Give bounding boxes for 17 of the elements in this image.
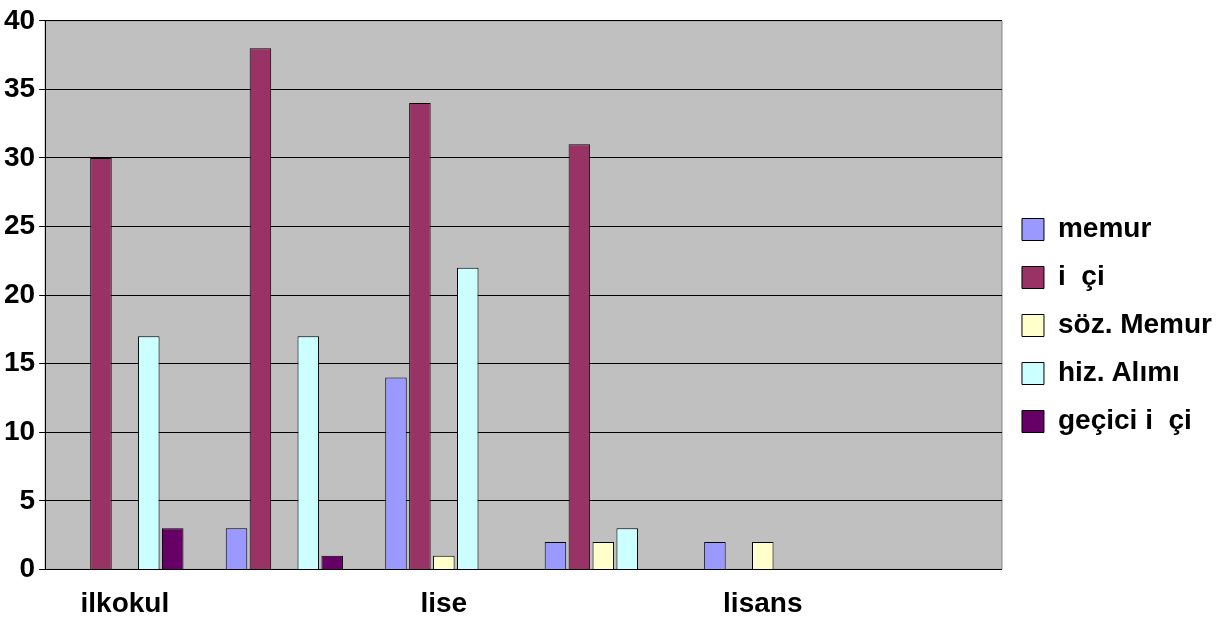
y-tick-label: 10 (3, 414, 36, 446)
y-tick-label: 15 (3, 346, 36, 378)
legend-label: söz. Memur (1057, 308, 1213, 340)
legend-label: i çi (1057, 260, 1105, 292)
x-tick-label: ilkokul (80, 586, 170, 618)
y-tick-label: 25 (3, 209, 36, 241)
y-tick-label: 30 (3, 140, 36, 172)
y-tick-label: 35 (3, 72, 36, 104)
legend-label: geçici i çi (1057, 404, 1192, 436)
y-tick-label: 5 (19, 483, 36, 515)
x-tick-label: lise (420, 586, 468, 618)
y-tick-label: 20 (3, 277, 36, 309)
legend-label: hiz. Alımı (1057, 356, 1180, 388)
legend-label: memur (1057, 212, 1152, 244)
y-tick-label: 0 (19, 552, 36, 584)
y-tick-label: 40 (3, 3, 36, 35)
x-tick-label: lisans (723, 586, 803, 618)
